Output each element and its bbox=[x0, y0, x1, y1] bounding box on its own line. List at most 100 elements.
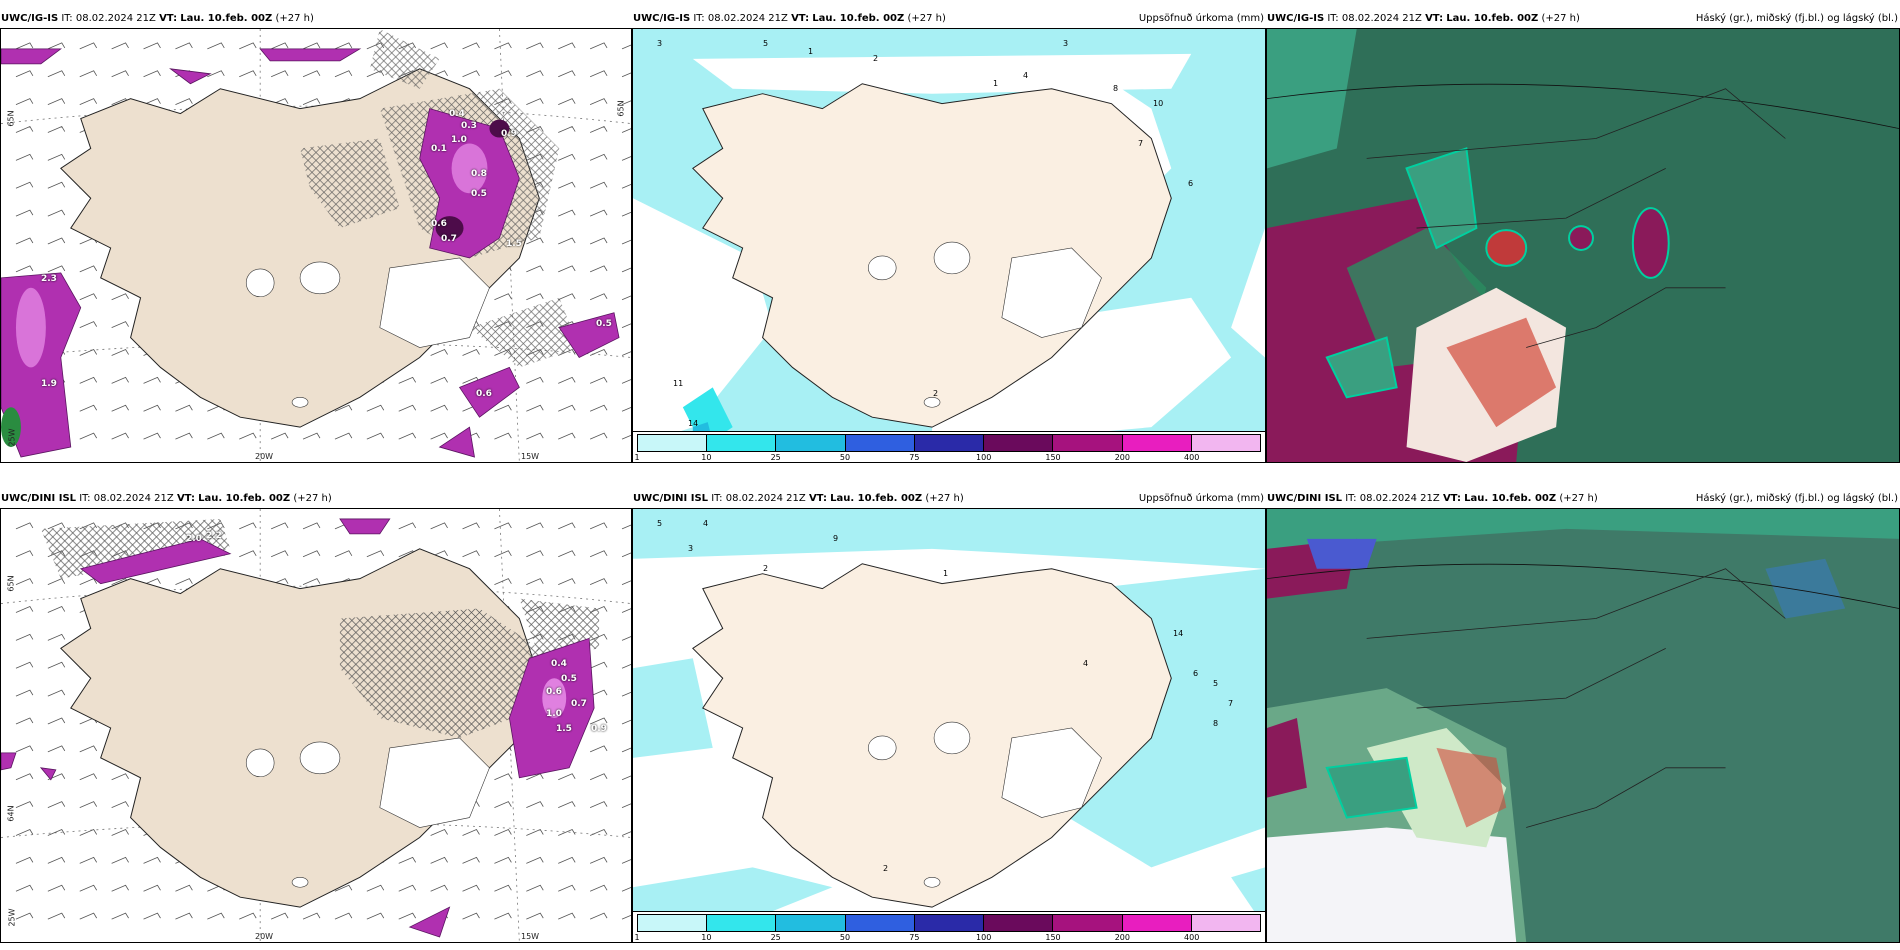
precip-map[interactable]: 3 5 1 2 4 3 8 10 7 6 11 14 2 1 1 10 25 50 75 100 150 200 400 bbox=[632, 28, 1266, 463]
colorbar-tick-label: 200 bbox=[1114, 933, 1130, 942]
vt-value: Lau. 10.feb. 00Z bbox=[198, 493, 291, 504]
panel-header: UWC/DINI ISL IT: 08.02.2024 21Z VT: Lau.… bbox=[1266, 490, 1900, 508]
precip-value-label: 2 bbox=[763, 564, 769, 573]
colorbar-tick-label: 75 bbox=[909, 933, 920, 942]
it-value: 08.02.2024 21Z bbox=[93, 493, 174, 504]
lat-label-left: 65N bbox=[6, 575, 16, 592]
model-name: UWC/DINI ISL bbox=[1, 493, 77, 504]
colorbar-cell bbox=[914, 915, 985, 931]
icing-value-label: 2.0 bbox=[186, 534, 202, 544]
cloud-map[interactable] bbox=[1266, 28, 1900, 463]
colorbar-cell bbox=[914, 435, 985, 451]
icing-value-label: 0.6 bbox=[431, 219, 447, 229]
lon-label-25w: 25W bbox=[7, 908, 17, 927]
precip-value-label: 6 bbox=[1188, 179, 1194, 188]
icing-value-label: 0.7 bbox=[441, 234, 457, 244]
cloud-map-svg bbox=[1267, 509, 1899, 942]
colorbar-tick-label: 50 bbox=[839, 453, 851, 462]
precip-value-label: 11 bbox=[673, 379, 684, 388]
precip-value-label: 5 bbox=[763, 39, 769, 48]
cloud-map-svg bbox=[1267, 29, 1899, 462]
icing-value-label: 1.0 bbox=[546, 709, 562, 719]
colorbar-labels: 1 10 25 50 75 100 150 200 400 bbox=[634, 933, 1261, 942]
precip-map[interactable]: 5 4 3 9 2 1 14 6 5 7 8 4 2 1 10 25 50 75 100 150 200 400 bbox=[632, 508, 1266, 943]
icing-value-label: 0.3 bbox=[461, 121, 477, 131]
colorbar-cell bbox=[1191, 915, 1260, 931]
lead-time: (+27 h) bbox=[293, 493, 332, 504]
lon-label-20w: 20W bbox=[255, 452, 274, 461]
icing-value-label: 1.9 bbox=[41, 379, 57, 389]
model-name: UWC/IG-IS bbox=[1267, 13, 1325, 24]
colorbar-cells bbox=[637, 434, 1261, 452]
icing-map-svg bbox=[1, 509, 631, 942]
panel-header: UWC/DINI ISL IT: 08.02.2024 21Z VT: Lau.… bbox=[0, 490, 632, 508]
precip-value-label: 5 bbox=[1213, 679, 1219, 688]
colorbar-tick-label: 75 bbox=[909, 453, 920, 462]
it-label: IT: bbox=[693, 13, 705, 24]
vt-value: Lau. 10.feb. 00Z bbox=[1446, 13, 1539, 24]
icing-map[interactable]: 65N 64N 20W 15W 25W 2.0 2.2 0.4 0.5 0.6 0.7 1.… bbox=[0, 508, 632, 943]
precip-value-label: 8 bbox=[1213, 719, 1219, 728]
colorbar-cell bbox=[776, 435, 846, 451]
cloud-map[interactable] bbox=[1266, 508, 1900, 943]
lat-label-bottom: 64N bbox=[6, 805, 16, 822]
colorbar-cell bbox=[984, 435, 1054, 451]
icing-map-svg bbox=[1, 29, 631, 462]
colorbar-cell bbox=[638, 435, 708, 451]
colorbar-tick-label: 150 bbox=[1045, 933, 1061, 942]
colorbar-tick-label: 1 bbox=[634, 933, 640, 942]
colorbar-cell bbox=[845, 435, 915, 451]
vt-value: Lau. 10.feb. 00Z bbox=[1464, 493, 1557, 504]
precip-colorbar: 1 10 25 50 75 100 150 200 400 bbox=[633, 911, 1265, 942]
colorbar-cell bbox=[1053, 915, 1123, 931]
it-label: IT: bbox=[1327, 13, 1339, 24]
icing-value-label: 0.1 bbox=[431, 144, 447, 154]
icing-map[interactable]: 65N 65N 20W 15W 25W 0.4 0.3 1.0 0.9 0.1 0.8 0.… bbox=[0, 28, 632, 463]
lon-label-15w: 15W bbox=[521, 932, 540, 941]
icing-value-label: 0.5 bbox=[596, 319, 612, 329]
precip-value-label: 3 bbox=[1063, 39, 1069, 48]
precip-value-label: 1 bbox=[808, 47, 814, 56]
vt-label: VT: bbox=[808, 493, 827, 504]
precip-value-label: 5 bbox=[657, 519, 663, 528]
icing-value-label: 0.6 bbox=[476, 389, 492, 399]
it-value: 08.02.2024 21Z bbox=[725, 493, 806, 504]
precip-value-label: 2 bbox=[933, 389, 939, 398]
model-name: UWC/DINI ISL bbox=[633, 493, 709, 504]
colorbar-labels: 1 10 25 50 75 100 150 200 400 bbox=[634, 453, 1261, 462]
colorbar-cell bbox=[638, 915, 708, 931]
icing-value-label: 2.2 bbox=[206, 531, 222, 541]
precip-value-label: 4 bbox=[1083, 659, 1089, 668]
lon-label-15w: 15W bbox=[521, 452, 540, 461]
colorbar-tick-label: 25 bbox=[770, 453, 781, 462]
cloud-title: Háský (gr.), miðský (fj.bl.) og lágský (… bbox=[1695, 493, 1898, 504]
precip-map-svg bbox=[633, 509, 1265, 942]
colorbar-cell bbox=[707, 915, 777, 931]
cloud-title: Háský (gr.), miðský (fj.bl.) og lágský (… bbox=[1695, 13, 1898, 24]
it-label: IT: bbox=[1345, 493, 1357, 504]
lon-label-20w: 20W bbox=[255, 932, 274, 941]
colorbar-tick-label: 10 bbox=[701, 933, 712, 942]
colorbar-tick-label: 10 bbox=[701, 453, 712, 462]
model-name: UWC/IG-IS bbox=[1, 13, 59, 24]
colorbar-cell bbox=[1122, 435, 1192, 451]
icing-value-label: 0.9 bbox=[501, 129, 517, 139]
icing-value-label: 0.5 bbox=[561, 674, 577, 684]
colorbar-tick-label: 1 bbox=[634, 453, 640, 462]
colorbar-tick-label: 400 bbox=[1184, 933, 1200, 942]
it-label: IT: bbox=[61, 13, 73, 24]
it-value: 08.02.2024 21Z bbox=[707, 13, 788, 24]
panel-header: UWC/IG-IS IT: 08.02.2024 21Z VT: Lau. 10… bbox=[1266, 10, 1900, 28]
vt-label: VT: bbox=[1425, 13, 1444, 24]
vt-value: Lau. 10.feb. 00Z bbox=[180, 13, 273, 24]
it-label: IT: bbox=[79, 493, 91, 504]
precip-value-label: 2 bbox=[883, 864, 889, 873]
vt-label: VT: bbox=[159, 13, 178, 24]
vt-label: VT: bbox=[176, 493, 195, 504]
panel-precip-row1: UWC/IG-IS IT: 08.02.2024 21Z VT: Lau. 10… bbox=[632, 10, 1266, 463]
iceland-land bbox=[692, 83, 1172, 428]
precip-colorbar: 1 10 25 50 75 100 150 200 400 bbox=[633, 431, 1265, 462]
panel-cloud-row2: UWC/DINI ISL IT: 08.02.2024 21Z VT: Lau.… bbox=[1266, 490, 1900, 943]
panel-header: UWC/DINI ISL IT: 08.02.2024 21Z VT: Lau.… bbox=[632, 490, 1266, 508]
vt-value: Lau. 10.feb. 00Z bbox=[812, 13, 905, 24]
